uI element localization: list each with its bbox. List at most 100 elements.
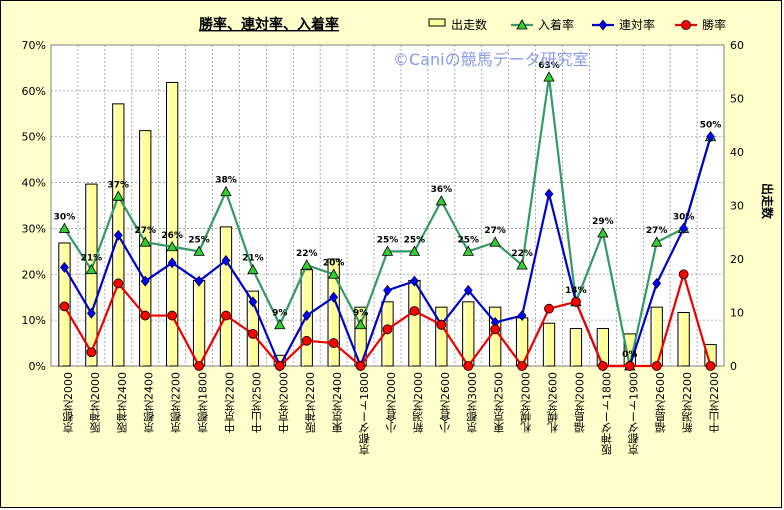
y-tick-label: 30% xyxy=(22,222,46,235)
diamond-marker xyxy=(410,275,419,287)
y2-axis-title: 出走数 xyxy=(760,183,775,220)
category-label: 京都芝3000 xyxy=(466,372,479,434)
bar xyxy=(677,312,690,367)
y-tick-label: 10% xyxy=(22,314,46,327)
bar xyxy=(569,328,583,367)
circle-marker xyxy=(436,319,447,330)
triangle-marker xyxy=(354,318,367,330)
diamond-marker xyxy=(194,275,204,287)
bar xyxy=(219,226,233,367)
triangle-marker xyxy=(381,245,394,256)
legend-triangle-marker xyxy=(516,19,528,30)
legend-bar-swatch xyxy=(428,18,446,27)
data-label: 27% xyxy=(484,226,506,236)
y-tick-label: 70% xyxy=(22,39,46,52)
diamond-marker xyxy=(113,229,123,241)
data-label: 14% xyxy=(565,286,587,296)
data-label: 25% xyxy=(457,235,479,245)
circle-marker xyxy=(328,338,339,348)
category-label: 京都芝1800 xyxy=(197,372,210,434)
category-label: 小倉芝2600 xyxy=(439,372,452,433)
bar xyxy=(139,130,152,367)
category-label: 新潟芝2000 xyxy=(412,372,425,434)
data-label: 50% xyxy=(700,121,722,131)
circle-marker xyxy=(651,361,662,371)
circle-marker xyxy=(194,361,204,371)
category-label: 中京芝2200 xyxy=(223,372,236,433)
legend-label: 入着率 xyxy=(538,17,574,32)
diamond-marker xyxy=(167,257,177,269)
circle-marker xyxy=(382,324,393,335)
circle-marker xyxy=(544,303,554,314)
data-label: 22% xyxy=(296,249,318,259)
chart-title: 勝率、連対率、入着率 xyxy=(199,16,339,33)
triangle-marker xyxy=(462,245,474,256)
diamond-marker xyxy=(248,296,258,308)
data-label: 9% xyxy=(353,309,368,319)
y2-tick-label: 20 xyxy=(730,253,744,266)
circle-marker xyxy=(597,361,608,371)
data-label: 26% xyxy=(161,231,183,241)
triangle-marker xyxy=(193,245,205,256)
y2-tick-label: 10 xyxy=(730,307,744,320)
y2-tick-label: 60 xyxy=(730,39,744,52)
category-label: 札幌芝2600 xyxy=(547,372,560,433)
y2-tick-label: 50 xyxy=(730,93,744,106)
legend: 出走数 入着率 連対率 勝率 xyxy=(428,17,726,32)
category-label: 京都ダート1800 xyxy=(358,372,371,456)
category-label: 福島芝2000 xyxy=(573,372,586,434)
triangle-marker xyxy=(247,263,259,275)
bar xyxy=(435,306,448,367)
watermark-text: ©Caniの競馬データ研究室 xyxy=(393,50,589,69)
triangle-marker xyxy=(166,240,178,252)
data-label: 27% xyxy=(134,226,156,236)
legend-label: 連対率 xyxy=(619,17,655,32)
circle-marker xyxy=(221,310,231,321)
triangle-marker xyxy=(435,195,448,206)
y-tick-label: 60% xyxy=(22,85,46,98)
y2-tick-label: 0 xyxy=(730,360,737,373)
circle-marker xyxy=(624,361,635,371)
data-label: 36% xyxy=(431,185,453,195)
diamond-marker xyxy=(544,188,554,200)
category-label: 京都芝2400 xyxy=(143,372,156,434)
data-label: 37% xyxy=(108,180,130,190)
category-label: 阪神芝2000 xyxy=(89,372,102,434)
data-label: 27% xyxy=(646,226,668,236)
legend-label: 出走数 xyxy=(451,17,487,32)
diamond-marker xyxy=(329,291,339,303)
category-label: 京都芝2000 xyxy=(62,372,75,434)
circle-marker xyxy=(274,361,285,371)
category-label: 中京芝2000 xyxy=(277,372,290,433)
data-label: 9% xyxy=(272,309,287,319)
category-label: 中山芝2500 xyxy=(250,372,263,433)
data-label: 29% xyxy=(592,217,614,227)
bar xyxy=(165,81,179,367)
category-label: 阪神ダート1800 xyxy=(600,372,613,456)
circle-marker xyxy=(463,361,474,371)
diamond-marker xyxy=(652,277,662,289)
data-label: 20% xyxy=(323,258,345,268)
category-label: 東京芝2500 xyxy=(493,372,506,433)
circle-marker xyxy=(571,296,581,307)
triangle-marker xyxy=(543,71,555,82)
y2-tick-label: 30 xyxy=(730,200,744,213)
diamond-marker xyxy=(463,284,473,296)
diamond-marker xyxy=(383,284,392,296)
data-label: 25% xyxy=(404,235,426,245)
circle-marker xyxy=(409,306,420,316)
circle-marker xyxy=(678,269,689,280)
triangle-marker xyxy=(327,268,340,279)
data-label: 22% xyxy=(511,249,533,259)
category-label: 東京芝2400 xyxy=(331,372,344,433)
category-label: 新潟芝2200 xyxy=(681,372,694,434)
circle-marker xyxy=(517,361,527,371)
legend-diamond-marker xyxy=(598,19,608,31)
circle-marker xyxy=(705,361,716,371)
circle-marker xyxy=(167,310,178,321)
triangle-marker xyxy=(274,318,286,330)
y-tick-label: 50% xyxy=(22,131,46,144)
category-label: 小倉芝2000 xyxy=(385,372,398,433)
